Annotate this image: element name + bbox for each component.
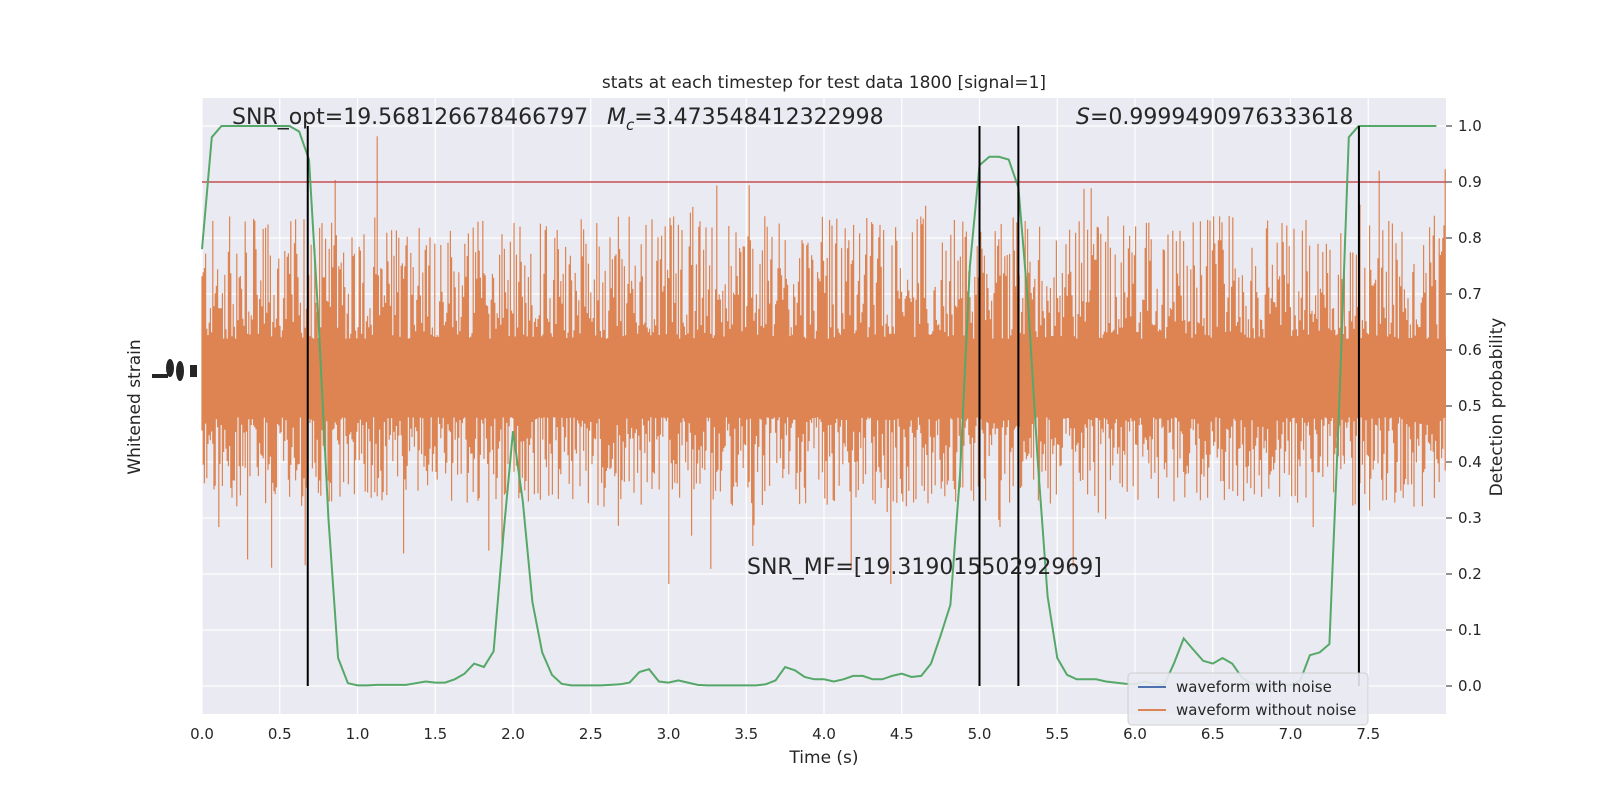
snr-mf-annotation: SNR_MF=[19.31901550292969]: [747, 555, 1102, 580]
y-axis-label-right: Detection probability: [1487, 318, 1507, 497]
y-tick-label: 0.8: [1458, 229, 1482, 247]
x-tick-label: 7.0: [1279, 725, 1303, 743]
y-tick-label: 0.1: [1458, 621, 1482, 639]
y-axis-label-left: Whitened strain: [125, 339, 145, 474]
y-tick-label: 0.9: [1458, 173, 1482, 191]
noise-trace: [201, 136, 1446, 584]
chirp-mass-annotation: Mc=3.473548412322998: [607, 105, 884, 134]
s-annotation: S=0.9999490976333618: [1076, 105, 1353, 130]
x-axis-ticks: 0.0 0.5 1.0 1.5 2.0 2.5 3.0 3.5 4.0 4.5 5.0 5.5 6.0 6…: [190, 725, 1380, 743]
waveform-without-noise-series: [201, 136, 1446, 584]
event-markers: [306, 126, 1360, 686]
x-tick-label: 3.0: [657, 725, 681, 743]
x-tick-label: 5.0: [968, 725, 992, 743]
left-tick-clutter: [152, 359, 197, 381]
chirp-mass-symbol: M: [607, 105, 626, 130]
chirp-mass-value: =3.473548412322998: [634, 105, 883, 130]
x-tick-label: 4.5: [890, 725, 914, 743]
y-tick-label: 0.2: [1458, 565, 1482, 583]
x-tick-label: 1.5: [423, 725, 447, 743]
legend: waveform with noise waveform without noi…: [1127, 672, 1369, 726]
y-tick-label: 1.0: [1458, 117, 1482, 135]
s-value: =0.9999490976333618: [1090, 105, 1353, 130]
x-tick-label: 0.0: [190, 725, 214, 743]
x-tick-label: 4.0: [812, 725, 836, 743]
x-tick-label: 2.0: [501, 725, 525, 743]
s-symbol: S: [1076, 105, 1090, 130]
y-tick-label: 0.7: [1458, 285, 1482, 303]
y-tick-label: 0.6: [1458, 341, 1482, 359]
snr-opt-annotation: SNR_opt=19.568126678466797: [232, 105, 588, 130]
y-tick-label: 0.3: [1458, 509, 1482, 527]
detection-probability-line: [201, 125, 1437, 687]
x-tick-label: 2.5: [579, 725, 603, 743]
y-axis-ticks-right: 0.0 0.1 0.2 0.3 0.4 0.5 0.6 0.7 0.8 0.9 1.0: [1446, 117, 1482, 695]
legend-box: [1127, 672, 1369, 726]
chirp-mass-subscript: c: [626, 116, 635, 134]
x-tick-label: 6.0: [1123, 725, 1147, 743]
x-tick-label: 6.5: [1201, 725, 1225, 743]
legend-label-with-noise: waveform with noise: [1176, 678, 1332, 696]
x-axis-label: Time (s): [788, 748, 858, 768]
y-tick-label: 0.5: [1458, 397, 1482, 415]
y-tick-label: 0.4: [1458, 453, 1482, 471]
y-tick-label: 0.0: [1458, 677, 1482, 695]
chart-title: stats at each timestep for test data 180…: [602, 73, 1046, 93]
x-tick-label: 0.5: [268, 725, 292, 743]
x-tick-label: 3.5: [734, 725, 758, 743]
legend-label-without-noise: waveform without noise: [1176, 701, 1356, 719]
x-tick-label: 1.0: [346, 725, 370, 743]
x-tick-label: 7.5: [1356, 725, 1380, 743]
x-tick-label: 5.5: [1045, 725, 1069, 743]
